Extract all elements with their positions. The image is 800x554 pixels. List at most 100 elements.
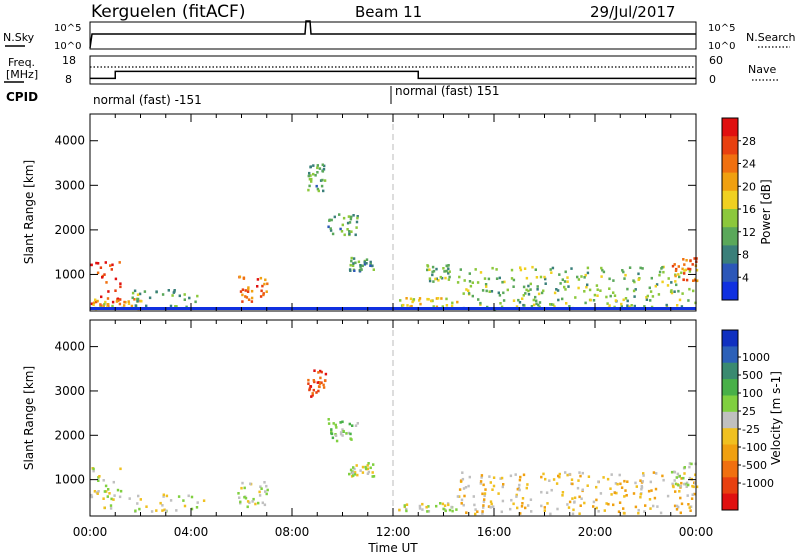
range-gate-cell (602, 270, 606, 274)
range-gate-cell (247, 298, 251, 301)
range-gate-cell (458, 495, 461, 498)
range-gate-cell (623, 495, 626, 498)
range-gate-cell (245, 296, 249, 299)
range-gate-cell (308, 184, 311, 188)
range-gate-cell (243, 495, 246, 499)
colorbar-tick-label: -100 (742, 441, 767, 454)
colorbar-tick-label: 100 (742, 387, 763, 400)
range-gate-cell (530, 510, 533, 513)
range-gate-cell (500, 305, 504, 309)
range-gate-cell (665, 305, 669, 309)
range-gate-cell (673, 290, 676, 293)
range-gate-cell (161, 509, 164, 512)
range-gate-cell (588, 288, 592, 292)
range-gate-cell (134, 304, 137, 307)
range-gate-cell (568, 472, 571, 476)
range-gate-cell (460, 498, 464, 502)
range-gate-cell (635, 485, 638, 488)
range-gate-cell (671, 484, 675, 488)
range-gate-cell (92, 303, 95, 306)
range-gate-cell (103, 302, 106, 306)
range-gate-cell (450, 304, 454, 308)
range-gate-cell (586, 283, 589, 287)
range-gate-cell (580, 497, 583, 500)
range-gate-cell (642, 474, 645, 477)
range-gate-cell (561, 278, 564, 281)
range-gate-cell (538, 305, 541, 309)
range-gate-cell (456, 300, 459, 304)
range-gate-cell (445, 304, 449, 307)
range-gate-cell (512, 285, 515, 288)
range-gate-cell (592, 299, 596, 302)
range-gate-cell (322, 386, 326, 389)
range-gate-cell (320, 184, 324, 188)
range-gate-cell (162, 493, 165, 497)
range-gate-cell (238, 275, 242, 279)
range-gate-cell (98, 475, 101, 478)
range-gate-cell (339, 432, 343, 436)
range-gate-cell (334, 434, 338, 437)
range-gate-cell (327, 225, 330, 229)
range-gate-cell (571, 497, 574, 500)
range-gate-cell (516, 506, 519, 510)
range-gate-cell (435, 504, 438, 508)
range-gate-cell (311, 392, 314, 395)
range-gate-cell (529, 288, 532, 291)
range-gate-cell (519, 268, 523, 272)
range-gate-cell (432, 280, 435, 283)
range-gate-cell (599, 492, 603, 495)
range-gate-cell (442, 267, 445, 270)
range-gate-cell (409, 297, 413, 301)
colorbar-tick-label: 28 (742, 135, 756, 148)
range-gate-cell (108, 492, 111, 495)
range-gate-cell (683, 272, 686, 275)
range-gate-cell (694, 278, 697, 282)
range-gate-cell (679, 496, 682, 500)
colorbar-swatch (722, 227, 738, 246)
range-gate-cell (195, 506, 199, 509)
range-gate-cell (461, 471, 464, 474)
range-gate-cell (363, 260, 366, 264)
range-gate-cell (581, 488, 584, 492)
range-gate-cell (431, 270, 434, 274)
range-gate-cell (515, 495, 518, 498)
range-gate-cell (678, 490, 681, 493)
range-gate-cell (372, 475, 376, 478)
range-gate-cell (471, 281, 474, 284)
range-gate-cell (327, 422, 331, 425)
range-gate-cell (679, 511, 682, 515)
range-gate-cell (634, 481, 637, 485)
range-gate-cell (104, 484, 108, 488)
range-gate-cell (138, 292, 142, 296)
range-gate-cell (520, 505, 524, 508)
range-gate-cell (447, 267, 450, 271)
range-gate-cell (518, 478, 522, 482)
range-gate-cell (620, 302, 623, 306)
range-gate-cell (347, 215, 351, 218)
range-gate-cell (352, 257, 356, 260)
range-gate-cell (310, 177, 313, 181)
range-gate-cell (561, 494, 564, 497)
range-gate-cell (348, 230, 351, 233)
freq-unit: [MHz] (6, 68, 38, 81)
range-gate-cell (483, 277, 487, 280)
range-gate-cell (329, 229, 333, 232)
range-gate-cell (249, 482, 252, 486)
range-gate-cell (367, 462, 370, 465)
range-gate-cell (133, 298, 136, 301)
range-gate-cell (178, 294, 181, 298)
range-gate-cell (626, 299, 629, 303)
range-gate-cell (322, 168, 326, 171)
range-gate-cell (480, 474, 484, 477)
range-gate-cell (247, 286, 250, 289)
range-gate-cell (567, 285, 570, 288)
range-gate-cell (103, 506, 106, 510)
range-gate-cell (585, 285, 588, 289)
range-gate-cell (474, 512, 477, 516)
time-axis-ticks: 00:00 04:00 08:00 12:00 16:00 20:00 00:00 (73, 525, 714, 539)
range-gate-cell (238, 496, 241, 499)
range-gate-cell (662, 270, 665, 274)
range-gate-cell (540, 291, 544, 295)
range-gate-cell (331, 436, 335, 440)
range-gate-cell (479, 480, 483, 483)
